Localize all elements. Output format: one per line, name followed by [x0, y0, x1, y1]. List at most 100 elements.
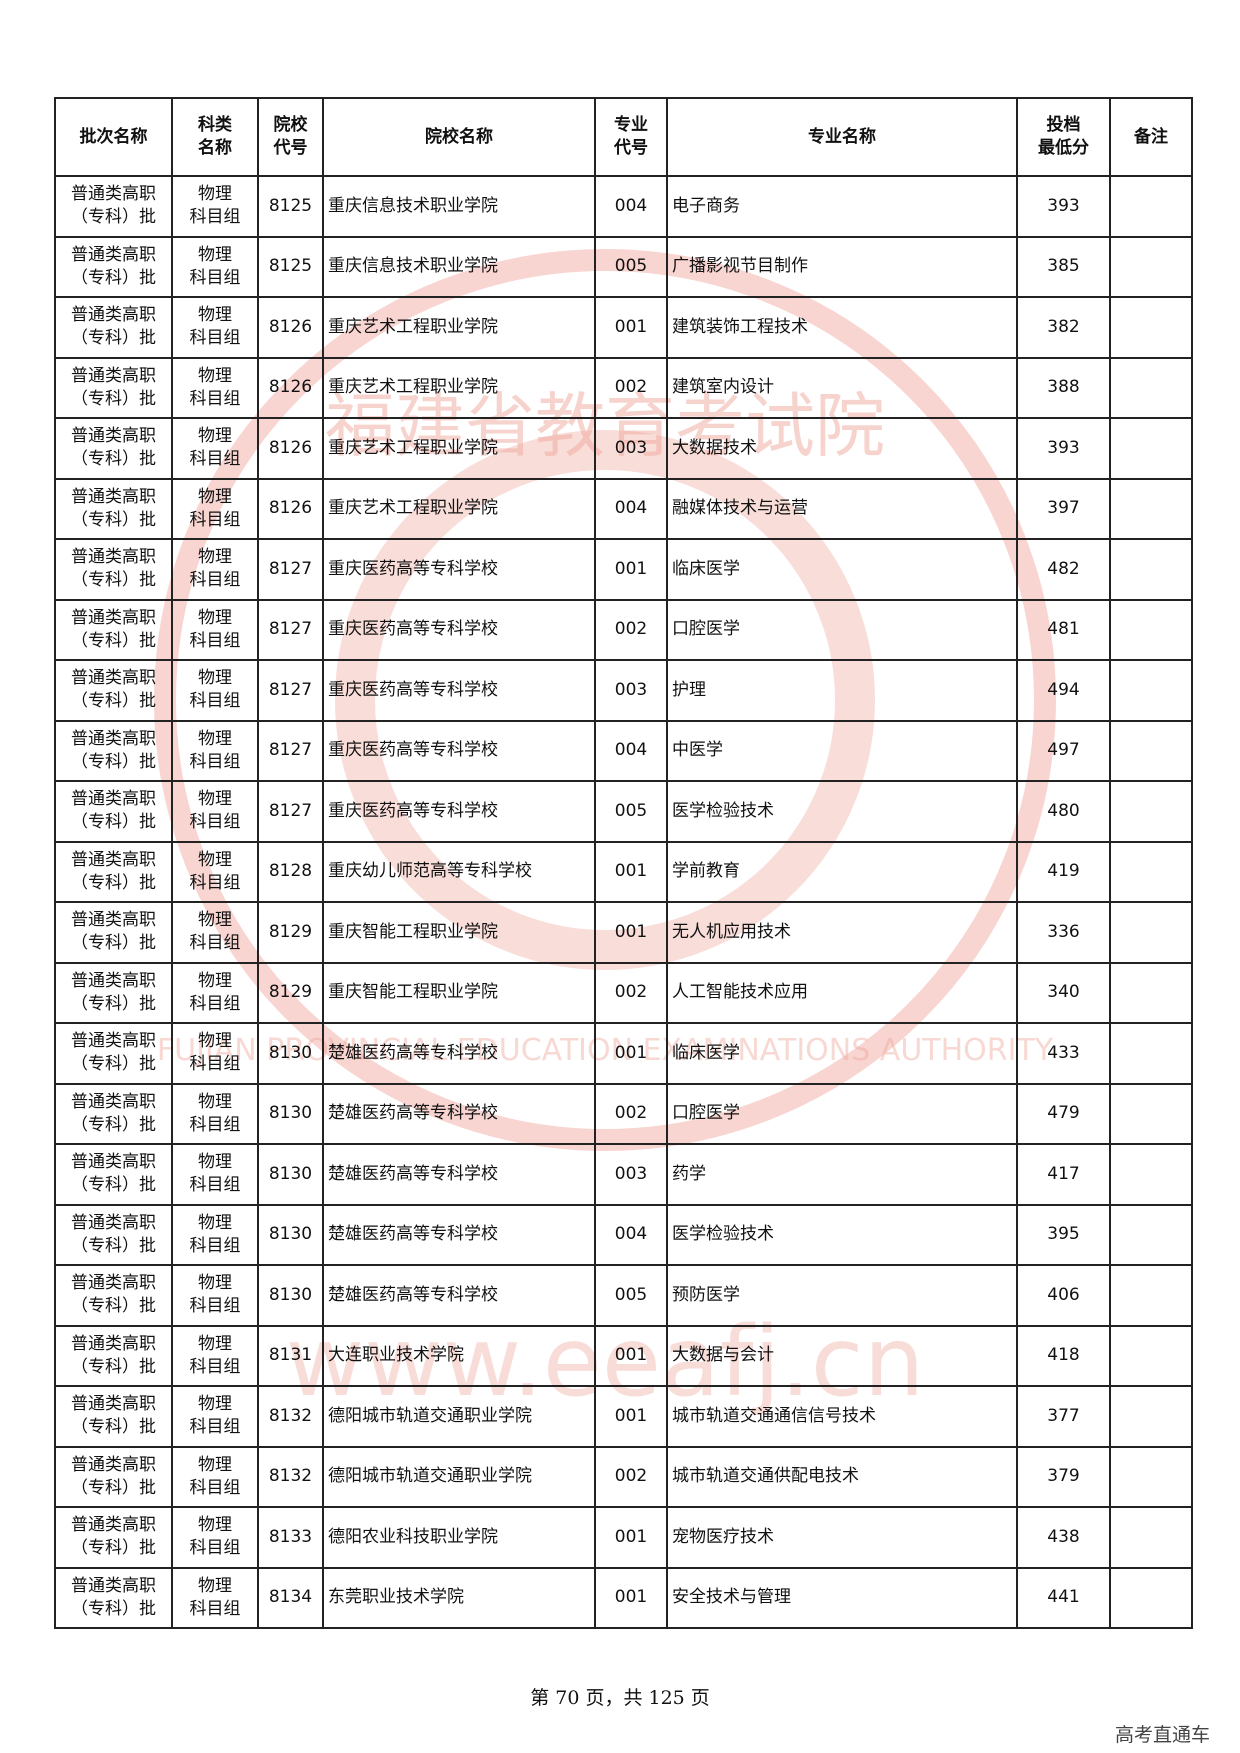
cell-line: 科目组 [189, 812, 241, 833]
remark-cell [1109, 1385, 1193, 1448]
cell: 物理 科目组 [171, 961, 259, 1024]
data-row: 普通类高职 （专科）批 物理 科目组 8129 重庆智能工程职业学院 001 无人机应用技术 3… [54, 901, 1193, 964]
cell-line: 物理 [198, 849, 232, 870]
cell-line: （专科）批 [71, 751, 156, 772]
data-row: 普通类高职 （专科）批 物理 科目组 8127 重庆医药高等专科学校 004 中医学 497 [54, 719, 1193, 782]
remark-cell [1109, 1143, 1193, 1206]
cell-line: 代号 [273, 138, 308, 158]
cell: 物理 科目组 [171, 538, 259, 601]
cell-line: 物理 [198, 305, 232, 326]
cell-line: 普通类高职 [71, 1273, 156, 1294]
cell-line: 普通类高职 [71, 365, 156, 386]
cell: 8127 [257, 719, 324, 782]
cell: 481 [1016, 598, 1111, 661]
cell: 重庆艺术工程职业学院 [322, 417, 596, 480]
cell: 494 [1016, 659, 1111, 722]
cell-line: （专科）批 [71, 812, 156, 833]
cell: 8130 [257, 1264, 324, 1327]
cell: 001 [594, 538, 668, 601]
remark-cell [1109, 175, 1193, 238]
cell: 物理 科目组 [171, 296, 259, 359]
cell: 005 [594, 1264, 668, 1327]
cell-line: 名称 [198, 138, 232, 158]
cell-line: 科目组 [189, 1235, 241, 1256]
cell: 377 [1016, 1385, 1111, 1448]
cell: 001 [594, 901, 668, 964]
cell: 419 [1016, 840, 1111, 903]
cell-line: 科目组 [189, 1054, 241, 1075]
data-row: 普通类高职 （专科）批 物理 科目组 8131 大连职业技术学院 001 大数据与会计 418 [54, 1324, 1193, 1387]
cell-line: （专科）批 [71, 1296, 156, 1317]
cell-line: 普通类高职 [71, 910, 156, 931]
cell-line: 科目组 [189, 630, 241, 651]
cell: 001 [594, 1506, 668, 1569]
cell: 楚雄医药高等专科学校 [322, 1203, 596, 1266]
cell: 大连职业技术学院 [322, 1324, 596, 1387]
cell: 护理 [666, 659, 1018, 722]
cell-line: 科目组 [189, 509, 241, 530]
remark-cell [1109, 961, 1193, 1024]
data-row: 普通类高职 （专科）批 物理 科目组 8126 重庆艺术工程职业学院 004 融媒体技术与运营… [54, 477, 1193, 540]
cell: 8126 [257, 477, 324, 540]
remark-cell [1109, 598, 1193, 661]
cell: 002 [594, 1445, 668, 1508]
header-cell: 专业 代号 [594, 97, 668, 177]
cell: 医学检验技术 [666, 1203, 1018, 1266]
cell: 8133 [257, 1506, 324, 1569]
cell: 普通类高职 （专科）批 [54, 659, 173, 722]
cell: 重庆信息技术职业学院 [322, 175, 596, 238]
cell-line: 普通类高职 [71, 1575, 156, 1596]
cell-line: 普通类高职 [71, 547, 156, 568]
cell-line: 普通类高职 [71, 426, 156, 447]
cell-line: 物理 [198, 728, 232, 749]
header-cell: 投档 最低分 [1016, 97, 1111, 177]
remark-cell [1109, 1264, 1193, 1327]
cell: 普通类高职 （专科）批 [54, 1385, 173, 1448]
cell: 8127 [257, 598, 324, 661]
cell-line: 普通类高职 [71, 1091, 156, 1112]
cell-line: 专业名称 [808, 126, 876, 147]
cell: 物理 科目组 [171, 840, 259, 903]
cell: 物理 科目组 [171, 417, 259, 480]
cell: 8127 [257, 780, 324, 843]
cell-line: （专科）批 [71, 267, 156, 288]
cell: 8128 [257, 840, 324, 903]
cell: 普通类高职 （专科）批 [54, 1445, 173, 1508]
cell: 重庆幼儿师范高等专科学校 [322, 840, 596, 903]
cell: 普通类高职 （专科）批 [54, 175, 173, 238]
cell: 普通类高职 （专科）批 [54, 477, 173, 540]
cell: 8127 [257, 538, 324, 601]
cell: 433 [1016, 1022, 1111, 1085]
cell-line: 普通类高职 [71, 728, 156, 749]
cell-line: 普通类高职 [71, 789, 156, 810]
cell: 物理 科目组 [171, 175, 259, 238]
data-row: 普通类高职 （专科）批 物理 科目组 8129 重庆智能工程职业学院 002 人工智能技术应用… [54, 961, 1193, 1024]
cell: 城市轨道交通供配电技术 [666, 1445, 1018, 1508]
cell-line: 科目组 [189, 872, 241, 893]
cell-line: 科目组 [189, 1296, 241, 1317]
cell: 建筑装饰工程技术 [666, 296, 1018, 359]
cell: 002 [594, 598, 668, 661]
data-row: 普通类高职 （专科）批 物理 科目组 8127 重庆医药高等专科学校 001 临床医学 482 [54, 538, 1193, 601]
cell: 002 [594, 356, 668, 419]
cell: 大数据与会计 [666, 1324, 1018, 1387]
cell-line: （专科）批 [71, 933, 156, 954]
cell: 物理 科目组 [171, 659, 259, 722]
cell: 8129 [257, 901, 324, 964]
cell: 物理 科目组 [171, 1445, 259, 1508]
cell: 普通类高职 （专科）批 [54, 961, 173, 1024]
cell-line: 物理 [198, 486, 232, 507]
data-row: 普通类高职 （专科）批 物理 科目组 8130 楚雄医药高等专科学校 003 药学 417 [54, 1143, 1193, 1206]
cell-line: 代号 [614, 138, 648, 158]
cell-line: （专科）批 [71, 1477, 156, 1498]
cell: 8131 [257, 1324, 324, 1387]
cell: 388 [1016, 356, 1111, 419]
cell-line: 科类 [198, 115, 232, 135]
cell-line: （专科）批 [71, 1598, 156, 1619]
cell: 393 [1016, 417, 1111, 480]
data-row: 普通类高职 （专科）批 物理 科目组 8130 楚雄医药高等专科学校 001 临床医学 433 [54, 1022, 1193, 1085]
cell: 441 [1016, 1566, 1111, 1629]
cell: 340 [1016, 961, 1111, 1024]
remark-cell [1109, 1566, 1193, 1629]
